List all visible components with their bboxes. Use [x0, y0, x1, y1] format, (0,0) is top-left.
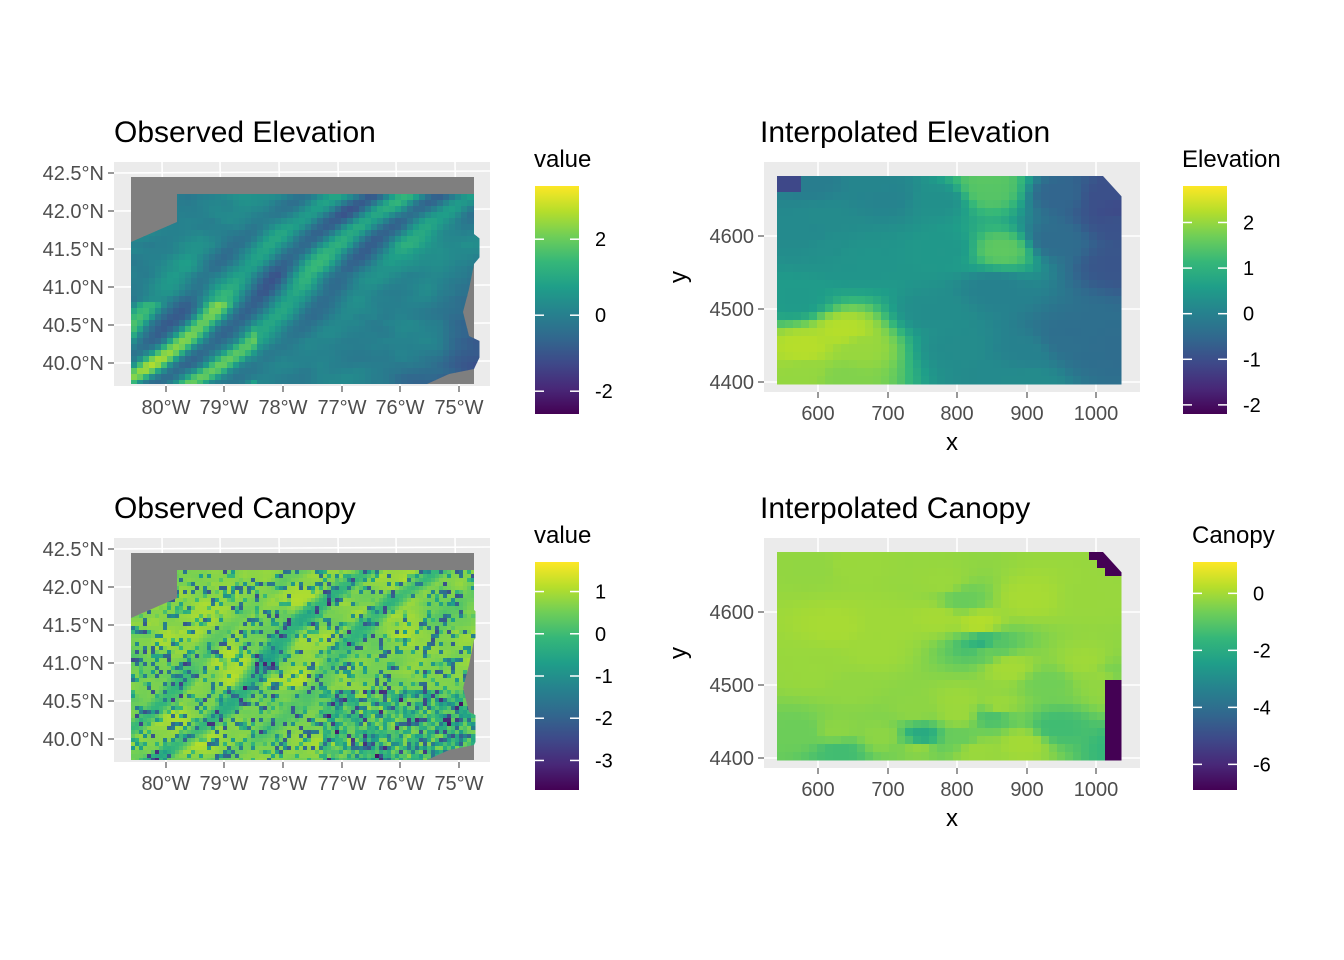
lat-tick-label: 40.5°N — [43, 315, 104, 337]
legend-interpolated-elevation: 2 1 0 -1 -2 — [1183, 186, 1261, 417]
lat-tick-label: 42.5°N — [43, 539, 104, 561]
x-tick-label: 600 — [801, 779, 834, 801]
observed-canopy-map: 42.5°N 42.0°N 41.5°N 41.0°N 40.5°N 40.0°N 80°W… — [43, 537, 491, 795]
graticule-line — [113, 546, 491, 550]
panel-title-observed-elevation: Observed Elevation — [114, 116, 376, 149]
lon-tick-label: 76°W — [375, 773, 424, 795]
lon-tick-label: 75°W — [434, 773, 483, 795]
colorbar-tick-label: 2 — [1243, 212, 1254, 234]
colorbar-tick-label: 0 — [1243, 304, 1254, 326]
graticule-line — [113, 170, 491, 174]
y-tick-label: 4400 — [710, 748, 755, 770]
lon-tick-label: 78°W — [258, 397, 307, 419]
grid-corner — [1103, 176, 1123, 198]
legend-title-observed-elevation: value — [534, 146, 592, 173]
colorbar-tick-label: 2 — [595, 229, 606, 251]
x-tick-label: 800 — [940, 403, 973, 425]
lat-tick-label: 41.5°N — [43, 615, 104, 637]
y-axis-label: y — [665, 647, 692, 659]
lat-tick-label: 42.5°N — [43, 163, 104, 185]
y-tick-label: 4600 — [710, 226, 755, 248]
colorbar-tick-label: -1 — [595, 666, 613, 688]
x-tick-label: 800 — [940, 779, 973, 801]
lon-tick-label: 79°W — [199, 397, 248, 419]
legend-title-interpolated-canopy: Canopy — [1192, 522, 1275, 549]
colorbar-tick-label: -2 — [595, 381, 613, 403]
interpolated-elevation-map: 600 700 800 900 1000 4600 4500 4400 x y — [665, 162, 1140, 456]
colorbar-tick-label: -4 — [1253, 697, 1271, 719]
legend-observed-elevation: 2 0 -2 — [535, 186, 613, 414]
colorbar-tick-label: -3 — [595, 750, 613, 772]
lon-tick-label: 80°W — [141, 397, 190, 419]
x-tick-label: 700 — [871, 779, 904, 801]
y-axis-label: y — [665, 271, 692, 283]
lon-tick-label: 80°W — [141, 773, 190, 795]
lat-tick-label: 41.0°N — [43, 653, 104, 675]
x-axis-label: x — [946, 429, 958, 456]
x-tick-label: 600 — [801, 403, 834, 425]
legend-title-observed-canopy: value — [534, 522, 592, 549]
lat-tick-label: 42.0°N — [43, 577, 104, 599]
y-tick-label: 4500 — [710, 299, 755, 321]
legend-observed-canopy: 1 0 -1 -2 -3 — [535, 562, 613, 790]
colorbar-tick-label: 0 — [595, 624, 606, 646]
panel-title-interpolated-elevation: Interpolated Elevation — [760, 116, 1051, 149]
lat-tick-label: 42.0°N — [43, 201, 104, 223]
y-tick-label: 4400 — [710, 372, 755, 394]
x-axis-label: x — [946, 805, 958, 832]
y-tick-label: 4600 — [710, 602, 755, 624]
x-tick-label: 900 — [1010, 779, 1043, 801]
lat-tick-label: 40.5°N — [43, 691, 104, 713]
x-tick-label: 1000 — [1074, 403, 1119, 425]
x-tick-label: 700 — [871, 403, 904, 425]
colorbar-tick-label: -2 — [1243, 395, 1261, 417]
colorbar-tick-label: -2 — [1253, 640, 1271, 662]
lat-tick-label: 40.0°N — [43, 353, 104, 375]
lon-tick-label: 77°W — [317, 773, 366, 795]
panel-title-interpolated-canopy: Interpolated Canopy — [760, 492, 1031, 525]
observed-elevation-map: 42.5°N 42.0°N 41.5°N 41.0°N 40.5°N 40.0°N 80°W… — [43, 161, 491, 419]
y-tick-label: 4500 — [710, 675, 755, 697]
colorbar — [1193, 562, 1237, 790]
colorbar-tick-label: 1 — [1243, 258, 1254, 280]
colorbar-tick-label: 0 — [595, 305, 606, 327]
interpolated-surface — [777, 176, 1122, 385]
interpolated-surface — [777, 552, 1122, 761]
legend-title-interpolated-elevation: Elevation — [1182, 146, 1281, 173]
legend-interpolated-canopy: 0 -2 -4 -6 — [1193, 562, 1271, 790]
lat-tick-label: 40.0°N — [43, 729, 104, 751]
panel-title-observed-canopy: Observed Canopy — [114, 492, 356, 525]
lon-tick-label: 76°W — [375, 397, 424, 419]
lat-tick-label: 41.0°N — [43, 277, 104, 299]
interpolated-canopy-map: 600 700 800 900 1000 4600 4500 4400 x y — [665, 538, 1140, 832]
x-tick-label: 900 — [1010, 403, 1043, 425]
colorbar-tick-label: -2 — [595, 708, 613, 730]
lon-tick-label: 75°W — [434, 397, 483, 419]
x-tick-label: 1000 — [1074, 779, 1119, 801]
colorbar — [1183, 186, 1227, 414]
lon-tick-label: 77°W — [317, 397, 366, 419]
colorbar — [535, 186, 579, 414]
state-raster — [131, 570, 476, 760]
colorbar-tick-label: 1 — [595, 582, 606, 604]
lon-tick-label: 79°W — [199, 773, 248, 795]
grid-corner — [1103, 552, 1123, 574]
colorbar-tick-label: -1 — [1243, 349, 1261, 371]
state-raster — [131, 194, 480, 384]
lon-tick-label: 78°W — [258, 773, 307, 795]
lat-tick-label: 41.5°N — [43, 239, 104, 261]
colorbar-tick-label: 0 — [1253, 583, 1264, 605]
colorbar-tick-label: -6 — [1253, 754, 1271, 776]
